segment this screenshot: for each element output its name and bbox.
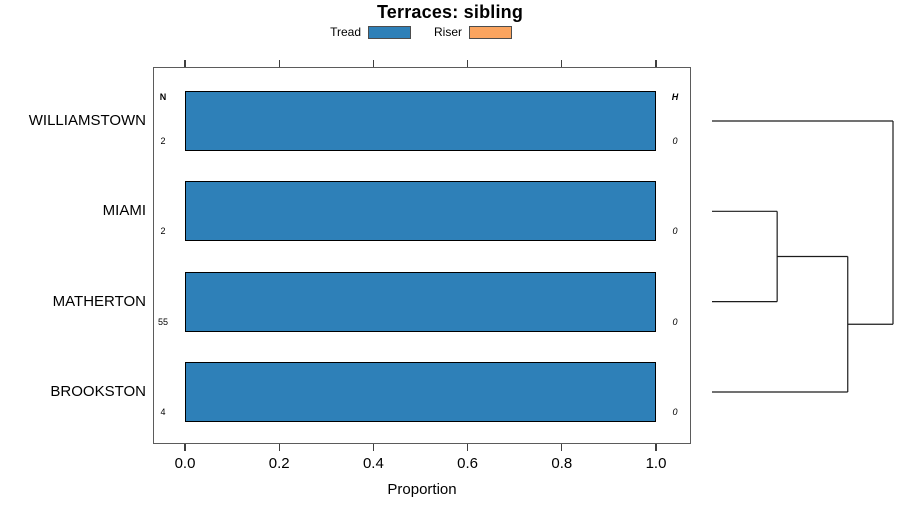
h-value: 0 [672,226,678,237]
x-tick-label: 0.2 [268,455,290,472]
bar-segment-tread [185,361,656,422]
chart-title: Terraces: sibling [376,2,524,22]
category-label: WILLIAMSTOWN [28,112,146,129]
axis-tick-bottom [184,444,186,451]
h-value: 0 [672,406,678,417]
n-value: 2 [160,226,166,237]
legend-label-riser: Riser [433,25,462,39]
axis-tick-top [278,60,280,67]
category-label: MIAMI [102,202,146,220]
axis-tick-top [372,60,375,67]
n-column-header: N [159,92,167,102]
x-tick-label: 1.0 [645,455,667,472]
h-value: 0 [672,316,678,327]
bar-segment-tread [185,181,656,242]
legend-swatch-tread [368,26,411,39]
axis-tick-bottom [372,444,375,451]
legend-label-tread: Tread [330,25,361,39]
category-label: MATHERTON [52,292,146,310]
axis-tick-bottom [561,444,563,451]
axis-tick-top [466,60,469,67]
h-column-header: H [671,92,679,102]
axis-tick-top [184,60,186,67]
legend-item-riser: Riser [434,25,512,40]
x-tick-label: 0.0 [174,455,196,472]
bar-segment-tread [185,91,656,151]
n-value: 55 [157,316,168,327]
axis-tick-top [655,60,657,67]
legend-item-tread: Tread [330,25,411,40]
x-axis-label: Proportion [387,481,457,498]
x-tick-label: 0.8 [551,455,573,472]
n-value: 2 [160,136,166,146]
x-tick-label: 0.6 [457,455,479,472]
axis-tick-bottom [278,444,280,451]
axis-tick-top [561,60,563,67]
x-tick-label: 0.4 [362,455,384,472]
legend-swatch-riser [469,26,512,39]
bar-segment-tread [185,271,656,332]
plot-panel-border [153,67,691,444]
category-label: BROOKSTON [50,382,146,400]
axis-tick-bottom [466,444,469,451]
h-value: 0 [672,136,678,146]
axis-tick-bottom [655,444,657,451]
n-value: 4 [160,406,166,417]
